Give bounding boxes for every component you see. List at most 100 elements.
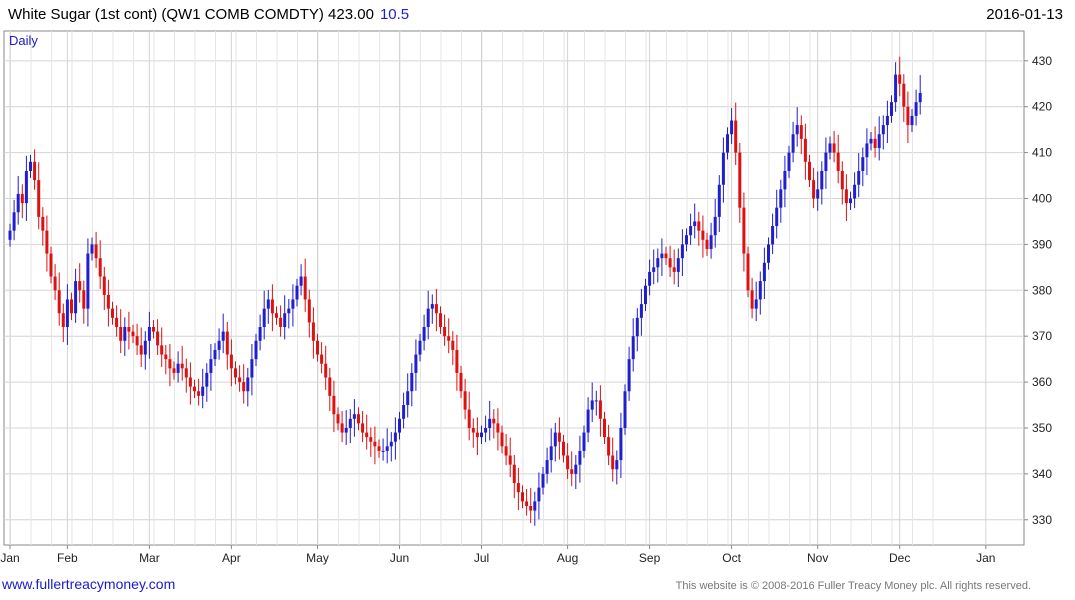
y-tick-label: 380 <box>1032 283 1052 297</box>
candle-body <box>49 253 53 277</box>
candle-body <box>709 235 713 249</box>
candle-body <box>787 152 791 171</box>
candle-body <box>447 336 451 341</box>
x-tick-label: Dec <box>889 551 910 565</box>
candle-body <box>676 258 680 272</box>
candle-body <box>119 327 123 341</box>
candle-body <box>475 432 479 438</box>
candle-body <box>82 290 86 309</box>
candle-body <box>631 336 635 360</box>
candle-body <box>648 271 652 286</box>
candle-body <box>242 382 246 392</box>
chart-title-text: White Sugar (1st cont) (QW1 COMB COMDTY)… <box>8 6 374 23</box>
candle-body <box>283 313 287 328</box>
candle-body <box>336 414 340 424</box>
candle-body <box>844 189 848 204</box>
candle-body <box>377 446 381 451</box>
x-tick-label: Jan <box>0 551 19 565</box>
candle-body <box>328 377 332 396</box>
candle-body <box>414 354 418 373</box>
candle-body <box>865 143 869 158</box>
x-tick-label: Mar <box>139 551 160 565</box>
candle-body <box>890 102 893 116</box>
candle-body <box>20 193 24 204</box>
candle-body <box>266 299 270 309</box>
candle-body <box>504 446 508 456</box>
candle-body <box>213 349 217 360</box>
candle-body <box>594 400 598 402</box>
candle-body <box>45 230 49 254</box>
candle-body <box>693 221 697 227</box>
candle-body <box>102 276 106 295</box>
candle-body <box>197 391 201 396</box>
candle-body <box>115 317 119 328</box>
candle-body <box>393 432 397 442</box>
candle-body <box>824 152 828 171</box>
candle-body <box>701 230 705 240</box>
y-tick-label: 430 <box>1032 54 1052 68</box>
candle-body <box>881 125 885 135</box>
candle-body <box>287 308 291 314</box>
footer-website-link[interactable]: www.fullertreacymoney.com <box>2 576 176 592</box>
candle-body <box>123 327 127 341</box>
candle-body <box>775 207 779 227</box>
candle-body <box>545 460 549 474</box>
candle-body <box>443 327 447 337</box>
candle-body <box>664 253 668 259</box>
candle-body <box>713 216 717 236</box>
candle-body <box>582 432 586 451</box>
axes: 330 340 350 360 370 380 390 400 410 420 430 Jan Feb M… <box>0 54 1052 565</box>
candle-body <box>205 372 209 387</box>
y-tick-label: 390 <box>1032 237 1052 251</box>
candle-body <box>808 161 811 181</box>
candle-body <box>840 170 844 190</box>
candle-body <box>340 423 344 433</box>
candle-body <box>229 354 233 369</box>
candle-body <box>598 400 602 419</box>
candle-body <box>111 308 114 318</box>
candle-body <box>877 134 881 149</box>
candle-body <box>94 244 98 259</box>
candle-body <box>168 359 172 369</box>
candle-body <box>496 423 500 433</box>
candle-body <box>906 106 910 126</box>
candle-body <box>779 189 783 208</box>
candle-body <box>41 216 45 231</box>
candle-body <box>508 455 512 465</box>
candle-body <box>389 441 393 447</box>
x-tick-label: Feb <box>57 551 78 565</box>
candle-body <box>33 161 37 181</box>
candle-body <box>53 276 57 291</box>
candle-body <box>258 327 262 341</box>
candle-body <box>238 377 242 383</box>
candle-body <box>652 267 656 272</box>
x-tick-label: May <box>306 551 329 565</box>
candle-body <box>758 281 762 300</box>
candle-body <box>717 184 721 217</box>
candle-body <box>361 423 365 433</box>
y-tick-label: 410 <box>1032 146 1052 160</box>
candle-body <box>402 405 406 419</box>
candle-body <box>557 432 561 442</box>
x-tick-label: Jan <box>976 551 995 565</box>
candle-body <box>533 501 537 511</box>
candle-body <box>303 276 307 300</box>
y-tick-label: 350 <box>1032 421 1052 435</box>
candle-body <box>135 336 139 346</box>
candle-body <box>566 455 570 470</box>
candle-body <box>656 258 660 268</box>
candle-body <box>29 161 32 171</box>
x-tick-label: Aug <box>557 551 578 565</box>
candle-body <box>853 184 857 199</box>
y-tick-label: 420 <box>1032 100 1052 114</box>
candle-body <box>512 464 516 484</box>
candle-body <box>357 414 360 424</box>
candle-body <box>164 354 168 360</box>
candle-body <box>516 483 520 493</box>
candle-body <box>172 368 176 373</box>
candle-body <box>324 363 328 378</box>
y-tick-label: 360 <box>1032 375 1052 389</box>
x-tick-label: Nov <box>807 551 828 565</box>
candle-body <box>578 450 582 465</box>
candle-body <box>156 331 160 346</box>
